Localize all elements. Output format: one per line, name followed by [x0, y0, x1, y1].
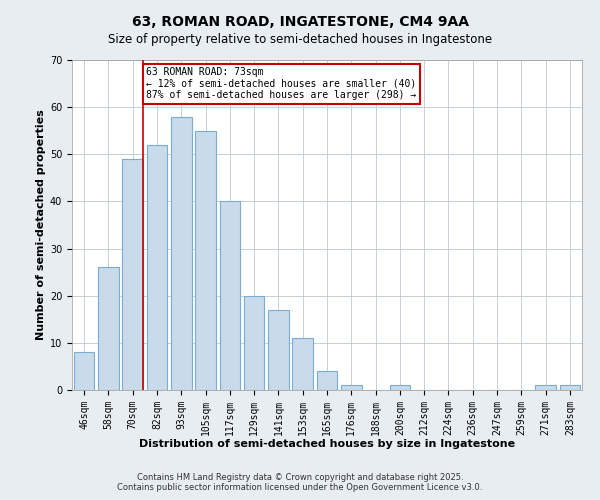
Bar — [560, 386, 580, 390]
Bar — [220, 202, 240, 390]
Bar — [195, 130, 216, 390]
Bar — [341, 386, 362, 390]
X-axis label: Distribution of semi-detached houses by size in Ingatestone: Distribution of semi-detached houses by … — [139, 439, 515, 449]
Bar — [317, 371, 337, 390]
Text: Contains HM Land Registry data © Crown copyright and database right 2025.
Contai: Contains HM Land Registry data © Crown c… — [118, 473, 482, 492]
Y-axis label: Number of semi-detached properties: Number of semi-detached properties — [36, 110, 46, 340]
Bar — [98, 268, 119, 390]
Bar — [74, 352, 94, 390]
Bar — [122, 159, 143, 390]
Bar — [535, 386, 556, 390]
Bar — [292, 338, 313, 390]
Bar — [171, 116, 191, 390]
Text: 63, ROMAN ROAD, INGATESTONE, CM4 9AA: 63, ROMAN ROAD, INGATESTONE, CM4 9AA — [131, 15, 469, 29]
Bar — [389, 386, 410, 390]
Bar — [146, 145, 167, 390]
Text: Size of property relative to semi-detached houses in Ingatestone: Size of property relative to semi-detach… — [108, 32, 492, 46]
Bar — [268, 310, 289, 390]
Bar — [244, 296, 265, 390]
Text: 63 ROMAN ROAD: 73sqm
← 12% of semi-detached houses are smaller (40)
87% of semi-: 63 ROMAN ROAD: 73sqm ← 12% of semi-detac… — [146, 67, 416, 100]
